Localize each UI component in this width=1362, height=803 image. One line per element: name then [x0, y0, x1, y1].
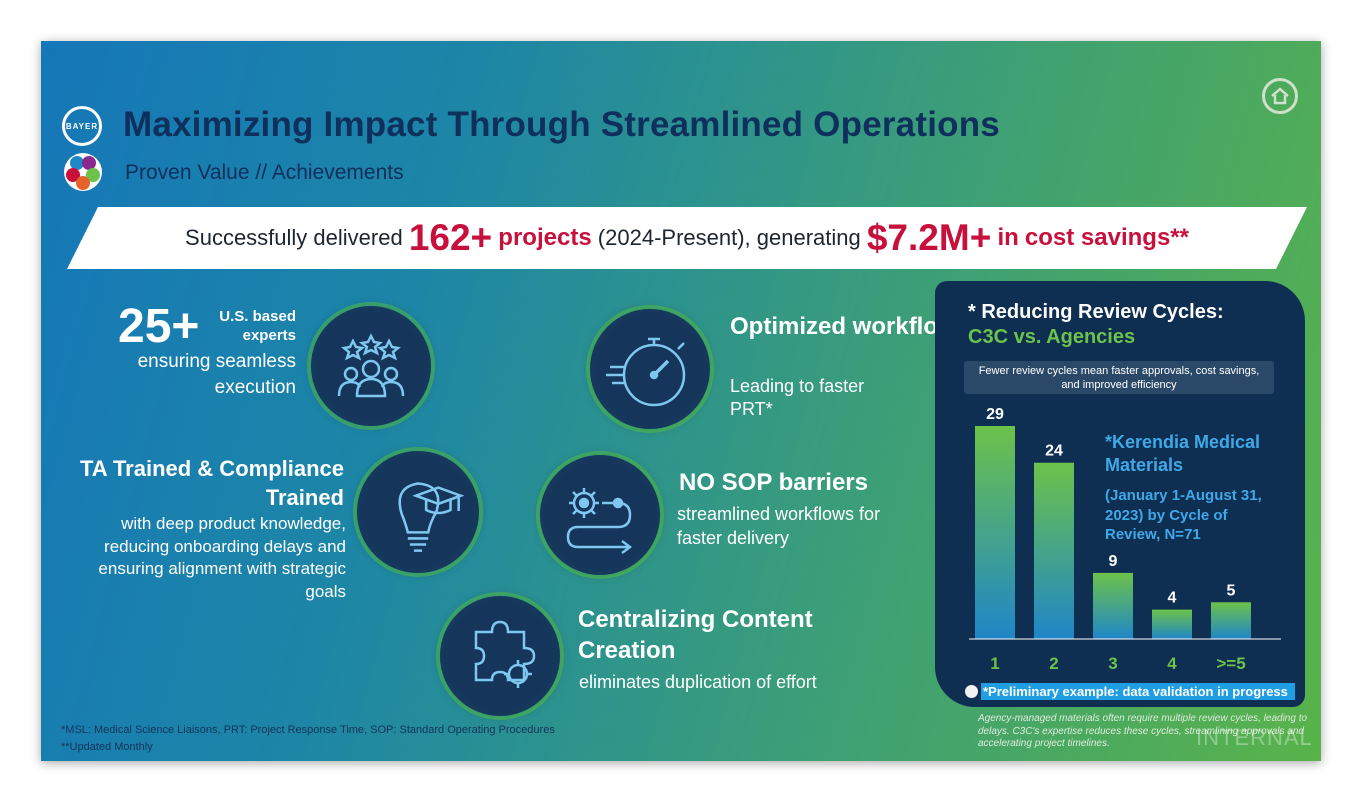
preliminary-note: *Preliminary example: data validation in… [981, 683, 1295, 700]
bar-3 [1093, 572, 1133, 639]
bar-value-label: 29 [986, 406, 1004, 423]
series-label: *Kerendia Medical Materials [1105, 432, 1261, 476]
category-label: >=5 [1216, 654, 1245, 673]
info-dot-icon [965, 685, 978, 698]
trained-heading: TA Trained & Compliance Trained [79, 456, 344, 510]
workflows-heading: Optimized workflows [730, 313, 971, 340]
projects-number: 162+ [408, 217, 493, 258]
bar-2 [1034, 462, 1074, 639]
home-icon [1271, 87, 1289, 105]
banner-prefix: Successfully delivered [185, 225, 403, 250]
experts-label: U.S. based experts [219, 308, 296, 344]
bar-value-label: 4 [1168, 590, 1177, 607]
gears-arrows-icon [540, 455, 660, 575]
brand-circles-icon [64, 153, 102, 191]
experts-desc: ensuring seamless execution [137, 351, 296, 398]
bar-value-label: 5 [1227, 582, 1236, 599]
content-desc: eliminates duplication of effort [579, 672, 817, 692]
agency-note: Agency-managed materials often require m… [978, 713, 1308, 749]
puzzle-gear-icon [440, 596, 560, 716]
home-button[interactable] [1262, 78, 1298, 114]
content-heading: Centralizing Content Creation [578, 606, 813, 665]
category-label: 1 [990, 654, 999, 673]
experts-number: 25+ [118, 300, 200, 353]
savings-amount: $7.2M+ [866, 217, 992, 258]
sop-heading: NO SOP barriers [679, 469, 868, 496]
lightbulb-graduation-icon [357, 451, 479, 573]
summary-banner: Successfully delivered 162+ projects (20… [67, 207, 1307, 269]
projects-label: projects [498, 224, 592, 251]
bar-value-label: 9 [1109, 553, 1118, 570]
category-label: 3 [1108, 654, 1117, 673]
workflows-desc: Leading to faster PRT* [730, 376, 865, 420]
banner-period: (2024-Present), generating [597, 225, 861, 250]
review-cycles-panel: * Reducing Review Cycles: C3C vs. Agenci… [935, 281, 1305, 707]
bar-4 [1152, 609, 1192, 639]
panel-subtitle: C3C vs. Agencies [968, 326, 1136, 348]
internal-watermark: INTERNAL [1196, 725, 1313, 750]
footnote-abbreviations: *MSL: Medical Science Liaisons, PRT: Pro… [61, 724, 555, 736]
bar-value-label: 24 [1045, 443, 1063, 460]
panel-note: Fewer review cycles mean faster approval… [964, 361, 1274, 394]
bayer-logo: BAYER [62, 106, 102, 146]
logo-text: BAYER [65, 121, 99, 131]
category-label: 2 [1049, 654, 1058, 673]
savings-label: cost savings** [1024, 224, 1189, 251]
bar-1 [975, 426, 1015, 639]
period-label: (January 1-August 31, 2023) by Cycle of … [1105, 487, 1262, 543]
bar-5 [1211, 602, 1251, 639]
slide: BAYER Maximizing Impact Through Streamli… [41, 41, 1321, 761]
page-title: Maximizing Impact Through Streamlined Op… [123, 105, 1000, 144]
trained-desc: with deep product knowledge, reducing on… [98, 514, 346, 601]
sop-desc: streamlined workflows for faster deliver… [677, 504, 881, 549]
panel-title: * Reducing Review Cycles: [968, 301, 1224, 323]
footnote-updated: **Updated Monthly [61, 741, 153, 753]
category-label: 4 [1167, 654, 1177, 673]
savings-in: in [997, 224, 1019, 251]
page-subtitle: Proven Value // Achievements [125, 161, 404, 184]
stopwatch-icon [590, 309, 710, 429]
team-stars-icon [311, 306, 431, 426]
